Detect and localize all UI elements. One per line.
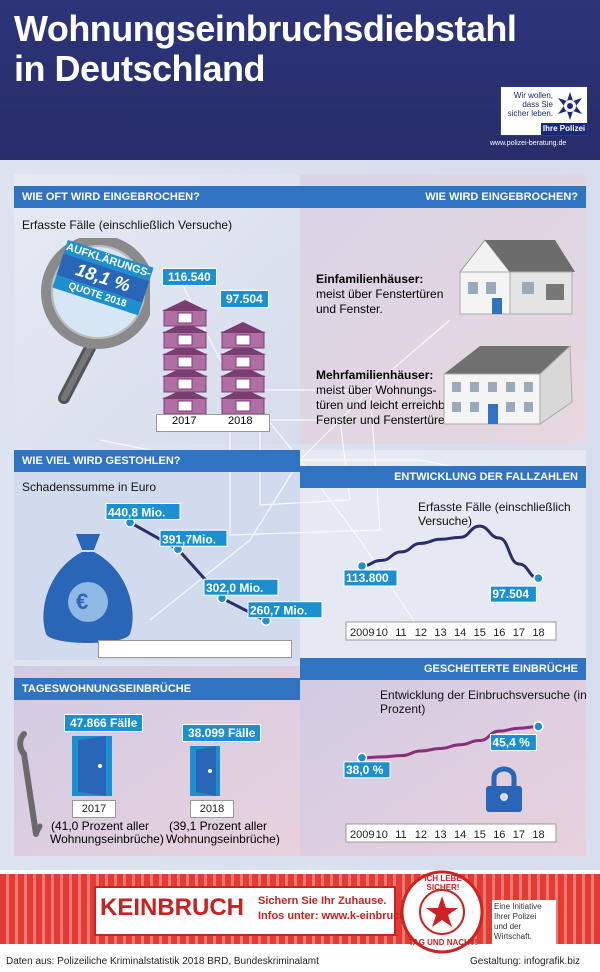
apartment-house-icon	[443, 344, 573, 425]
seal-bottom-text: TAG UND NACHT!	[408, 938, 478, 947]
trend-year-label: 13	[434, 627, 446, 639]
section-title-method: WIE WIRD EINGEBROCHEN?	[300, 186, 586, 208]
keinbruch-banner	[94, 886, 396, 936]
police-star-icon	[558, 92, 582, 120]
failed-year-label: 16	[493, 829, 505, 841]
failed-point	[356, 752, 368, 764]
trend-subtitle: Erfasste Fälle (einschließlich Versuche)	[418, 500, 571, 528]
house-stack-chart	[162, 300, 266, 414]
failed-year-label: 10	[376, 829, 388, 841]
failed-year-axis	[345, 823, 557, 843]
trend-value-box	[343, 569, 398, 587]
section-title-loss: WIE VIEL WIRD GESTOHLEN?	[14, 450, 300, 472]
section-title-failed: GESCHEITERTE EINBRÜCHE	[300, 658, 586, 680]
page-title-line2: in Deutschland	[14, 48, 266, 89]
trend-value-label: 97.504	[492, 587, 529, 601]
data-source: Daten aus: Polizeiliche Kriminalstatisti…	[6, 956, 319, 967]
section-title-daytime: TAGESWOHNUNGSEINBRÜCHE	[14, 678, 300, 700]
euro-icon: €	[76, 589, 89, 614]
single-family-house-icon	[458, 239, 575, 315]
crowbar-icon	[17, 731, 43, 837]
trend-year-label: 11	[395, 627, 406, 639]
daytime-year-2017: 2017	[72, 800, 116, 818]
money-bag-icon	[43, 534, 133, 643]
frequency-year-axis	[156, 414, 270, 432]
loss-line	[129, 521, 267, 623]
daytime-2018-label: 38.099 Fälle	[182, 724, 262, 742]
section-title-trend: ENTWICKLUNG DER FALLZAHLEN	[300, 466, 586, 488]
failed-value-label: 38,0 %	[346, 763, 384, 777]
trend-value-label: 113.800	[346, 571, 389, 585]
daytime-2018-share: (39,1 Prozent aller Wohnungseinbrüche)	[166, 819, 280, 846]
single-family-text: Einfamilienhäuser: meist über Fenstertüre…	[316, 272, 444, 316]
daytime-2017-share: (41,0 Prozent aller Wohnungseinbrüche)	[50, 819, 164, 846]
initiative-text: Eine Initiative Ihrer Polizei und der Wirt…	[492, 900, 556, 944]
page-title-line1: Wohnungseinbruchsdiebstahl	[14, 8, 517, 49]
failed-point	[533, 721, 544, 732]
failed-year-label: 15	[474, 829, 486, 841]
trend-year-label: 12	[415, 627, 427, 639]
failed-year-label: 13	[434, 829, 446, 841]
header: Wohnungseinbruchsdiebstahl in Deutschlan…	[0, 0, 600, 160]
police-logo: Wir wollen, dass Sie sicher leben. Ihre Po…	[500, 86, 588, 136]
loss-value-box	[159, 529, 228, 547]
cases-2017-label: 116.540	[162, 268, 217, 286]
failed-value-label: 45,4 %	[492, 736, 530, 750]
loss-value-label: 260,7 Mio.	[250, 604, 307, 618]
cases-2018-label: 97.504	[220, 290, 269, 308]
design-credit: Gestaltung: infografik.biz	[470, 956, 581, 967]
daytime-2017-label: 47.866 Fälle	[64, 714, 144, 732]
seal-top-text: ICH LEBE SICHER!	[424, 874, 462, 892]
failed-value-box	[343, 761, 391, 779]
daytime-year-2018: 2018	[190, 800, 234, 818]
trend-year-axis	[345, 621, 557, 641]
trend-line	[361, 524, 539, 580]
frequency-subtitle: Erfasste Fälle (einschließlich Versuche)	[22, 218, 233, 232]
trend-value-box	[489, 585, 537, 603]
loss-subtitle: Schadenssumme in Euro	[22, 480, 157, 494]
year-2017: 2017	[172, 415, 197, 427]
police-url: www.polizei-beratung.de	[490, 140, 567, 147]
loss-value-box	[203, 578, 279, 596]
loss-value-label: 302,0 Mio.	[206, 581, 263, 595]
trend-year-label: 18	[532, 627, 544, 639]
failed-year-label: 2009	[350, 829, 374, 841]
failed-year-label: 11	[395, 829, 406, 841]
multi-family-text: Mehrfamilienhäuser: meist über Wohnungs-t…	[316, 368, 463, 427]
failed-year-label: 18	[532, 829, 544, 841]
loss-year-axis	[98, 640, 292, 658]
door-icons	[72, 736, 220, 796]
trend-year-label: 2009	[350, 627, 374, 639]
trend-point	[533, 572, 544, 584]
padlock-icon	[486, 766, 522, 812]
loss-value-box	[247, 601, 323, 619]
trend-year-label: 14	[454, 627, 466, 639]
keinbruch-seal-icon	[400, 870, 484, 954]
trend-year-label: 10	[376, 627, 388, 639]
trend-year-label: 15	[474, 627, 486, 639]
year-2018: 2018	[228, 415, 253, 427]
loss-value-label: 391,7Mio.	[162, 532, 216, 546]
failed-year-label: 12	[415, 829, 427, 841]
failed-value-box	[489, 734, 537, 752]
trend-year-label: 17	[513, 627, 525, 639]
keinbruch-logo: KEINBRUCH	[100, 894, 244, 921]
failed-line	[361, 725, 539, 760]
trend-year-label: 16	[493, 627, 505, 639]
keinbruch-slogan: Sichern Sie Ihr Zuhause. Infos unter: www…	[258, 895, 422, 922]
loss-value-box	[105, 502, 181, 520]
loss-value-label: 440,8 Mio.	[108, 505, 165, 519]
failed-subtitle: Entwicklung der Einbruchsversuche (in Pr…	[380, 688, 587, 716]
failed-year-label: 14	[454, 829, 466, 841]
failed-year-label: 17	[513, 829, 525, 841]
section-title-frequency: WIE OFT WIRD EINGEBROCHEN?	[14, 186, 300, 208]
